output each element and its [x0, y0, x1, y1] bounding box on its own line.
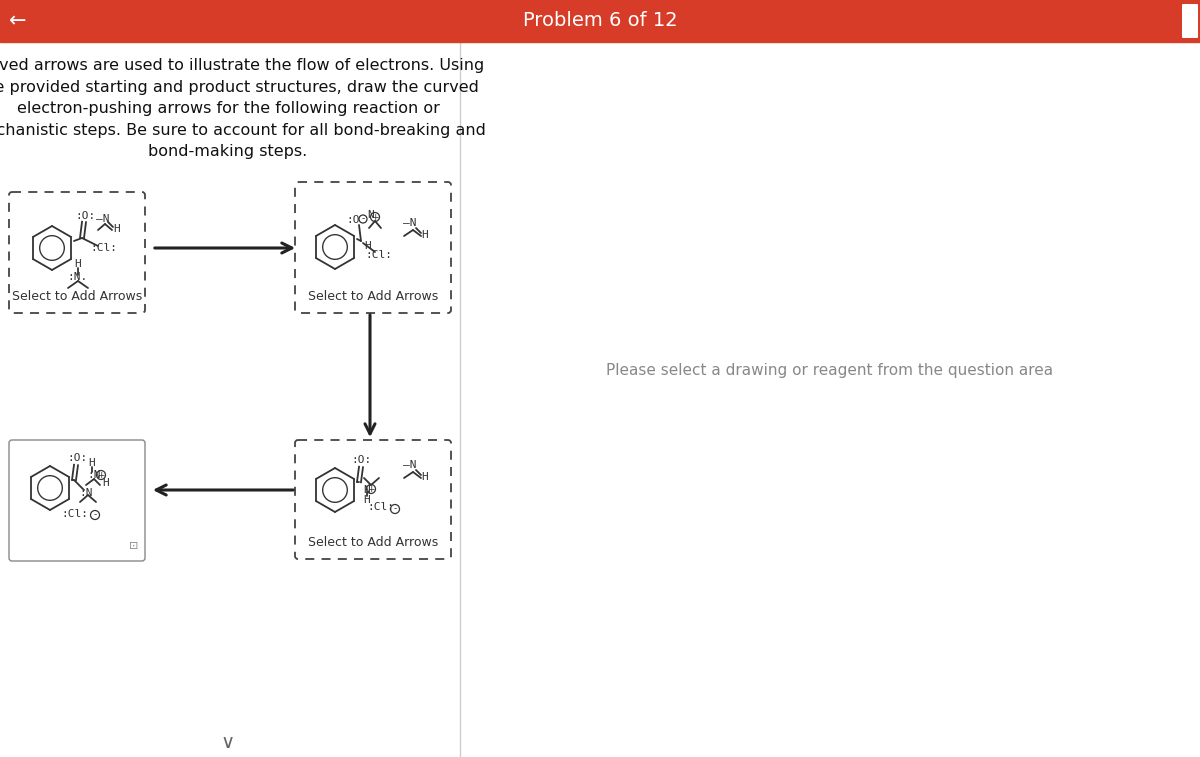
Text: :Cl:: :Cl: — [366, 250, 392, 260]
Text: —N: —N — [403, 218, 416, 228]
Text: :O:: :O: — [74, 211, 95, 221]
Text: +: + — [97, 471, 104, 479]
Text: :O: :O — [347, 215, 360, 225]
Text: -: - — [361, 214, 365, 223]
FancyBboxPatch shape — [1182, 4, 1198, 38]
FancyBboxPatch shape — [295, 440, 451, 559]
Text: ∨: ∨ — [221, 733, 235, 752]
Text: :N: :N — [88, 470, 101, 480]
Text: +: + — [367, 484, 374, 494]
Text: :Cl:: :Cl: — [61, 509, 89, 519]
Text: H: H — [421, 230, 428, 240]
FancyBboxPatch shape — [10, 440, 145, 561]
Text: N: N — [367, 210, 374, 220]
Text: :N: :N — [79, 488, 92, 498]
Text: H: H — [365, 241, 371, 251]
Text: ←: ← — [10, 11, 26, 31]
Bar — [0, 0, 1200, 42]
FancyBboxPatch shape — [295, 182, 451, 313]
Text: H: H — [114, 224, 120, 234]
Text: H: H — [74, 259, 82, 269]
FancyBboxPatch shape — [10, 192, 145, 313]
Text: H: H — [421, 472, 428, 482]
Text: Problem 6 of 12: Problem 6 of 12 — [523, 11, 677, 30]
Text: -: - — [94, 510, 97, 519]
Text: Select to Add Arrows: Select to Add Arrows — [308, 290, 438, 303]
Text: —N: —N — [96, 214, 109, 224]
Text: :Cl:: :Cl: — [367, 502, 395, 512]
Text: —N: —N — [403, 460, 416, 470]
Text: N: N — [364, 485, 371, 495]
Text: Select to Add Arrows: Select to Add Arrows — [12, 290, 142, 303]
Text: ⊡: ⊡ — [130, 541, 139, 551]
Text: H: H — [364, 495, 371, 505]
Text: :O:: :O: — [352, 455, 372, 465]
Text: Select to Add Arrows: Select to Add Arrows — [308, 536, 438, 549]
Text: -: - — [394, 504, 397, 513]
Text: :Cl:: :Cl: — [90, 243, 118, 253]
Text: H: H — [103, 478, 109, 488]
Text: Curved arrows are used to illustrate the flow of electrons. Using
the provided s: Curved arrows are used to illustrate the… — [0, 58, 486, 160]
Text: :O:: :O: — [67, 453, 88, 463]
Text: :N.: :N. — [68, 272, 88, 282]
Text: H: H — [89, 458, 95, 468]
Text: Please select a drawing or reagent from the question area: Please select a drawing or reagent from … — [606, 363, 1054, 378]
Text: +: + — [371, 213, 379, 222]
